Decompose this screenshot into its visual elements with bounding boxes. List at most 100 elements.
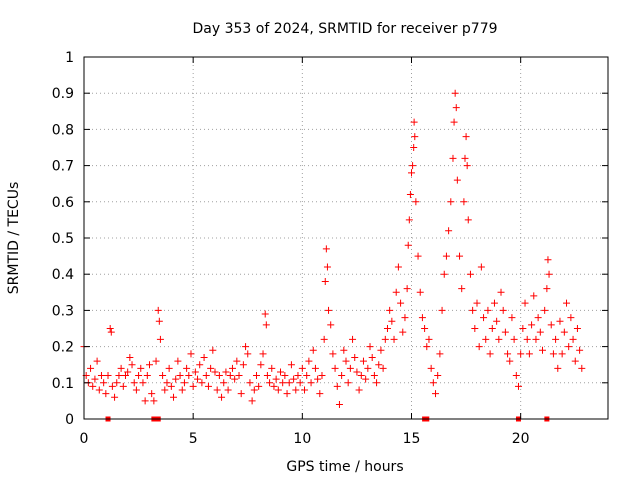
data-point	[91, 375, 99, 383]
data-point	[442, 252, 450, 260]
data-point	[204, 382, 212, 390]
data-point	[438, 306, 446, 314]
data-point	[237, 390, 245, 398]
data-point	[191, 368, 199, 376]
data-point	[456, 252, 464, 260]
data-point	[226, 372, 234, 380]
data-point	[146, 361, 153, 369]
data-point	[392, 288, 400, 296]
data-point	[314, 375, 322, 383]
data-point	[370, 372, 378, 380]
data-point	[104, 372, 112, 380]
data-point	[484, 306, 492, 314]
data-point	[368, 353, 376, 361]
data-point	[329, 350, 337, 358]
data-point	[93, 357, 101, 365]
data-point	[327, 321, 335, 329]
data-point	[576, 346, 584, 354]
y-tick-labels: 0 0.1 0.2 0.3 0.4 0.5 0.6 0.7 0.8 0.9 1	[52, 50, 74, 428]
data-point	[519, 325, 527, 332]
data-point	[552, 335, 560, 343]
data-point	[143, 372, 151, 380]
data-point	[364, 364, 372, 372]
data-point	[128, 361, 136, 369]
data-point	[107, 328, 115, 336]
data-point	[447, 198, 455, 206]
data-point	[163, 379, 171, 387]
data-point	[549, 350, 557, 358]
data-point	[102, 390, 110, 398]
data-point	[421, 325, 429, 332]
data-point	[292, 386, 300, 394]
data-point	[316, 390, 324, 398]
y-tick-label: 0	[65, 412, 74, 428]
data-point	[429, 379, 437, 387]
data-point	[285, 379, 293, 387]
data-point	[290, 375, 298, 383]
data-point	[480, 314, 488, 322]
data-point	[406, 191, 414, 199]
data-point	[362, 375, 370, 383]
data-point	[198, 379, 206, 387]
data-point	[464, 216, 472, 224]
data-point	[211, 368, 219, 376]
data-point	[155, 317, 163, 325]
data-point	[477, 263, 485, 271]
data-point	[298, 364, 306, 372]
data-point	[512, 372, 520, 380]
data-point	[132, 386, 140, 394]
data-point	[113, 379, 121, 387]
data-point	[100, 379, 108, 387]
data-point	[458, 285, 466, 293]
data-point	[573, 325, 581, 332]
data-point	[242, 343, 250, 351]
data-point	[427, 364, 435, 372]
data-point	[451, 89, 459, 97]
y-axis-label: SRMTID / TECUs	[6, 182, 22, 295]
data-point	[170, 393, 178, 401]
data-point	[383, 325, 391, 332]
data-point	[544, 256, 552, 264]
data-point	[161, 386, 169, 394]
data-point	[536, 328, 544, 336]
data-point	[388, 317, 396, 325]
data-point	[331, 364, 339, 372]
data-point	[244, 350, 252, 358]
data-point	[325, 306, 333, 314]
data-point	[209, 346, 217, 354]
data-point	[259, 350, 267, 358]
data-point	[528, 321, 536, 329]
data-point	[353, 368, 361, 376]
y-tick-label: 0.1	[52, 376, 74, 392]
data-point	[257, 361, 265, 369]
data-point	[89, 382, 97, 390]
data-point	[409, 162, 417, 170]
y-tick-label: 0.3	[52, 303, 74, 319]
data-point	[525, 350, 533, 358]
data-point	[215, 372, 223, 380]
data-point	[218, 393, 226, 401]
data-point	[309, 346, 317, 354]
plot-frame	[83, 56, 609, 420]
data-point	[501, 328, 509, 336]
data-point	[303, 372, 311, 380]
data-point	[185, 372, 193, 380]
data-point	[119, 382, 127, 390]
data-point	[130, 379, 138, 387]
data-point	[200, 353, 208, 361]
data-point	[141, 397, 149, 405]
data-point	[504, 350, 512, 358]
data-point	[152, 357, 160, 365]
data-point	[301, 386, 309, 394]
data-point	[558, 350, 566, 358]
data-point	[246, 379, 254, 387]
data-point	[222, 368, 230, 376]
data-point	[344, 379, 352, 387]
data-point	[404, 241, 412, 249]
data-point	[124, 368, 132, 376]
data-point	[322, 245, 330, 253]
data-point	[180, 379, 188, 387]
data-point	[250, 386, 258, 394]
data-point	[137, 364, 145, 372]
data-point	[432, 390, 440, 398]
